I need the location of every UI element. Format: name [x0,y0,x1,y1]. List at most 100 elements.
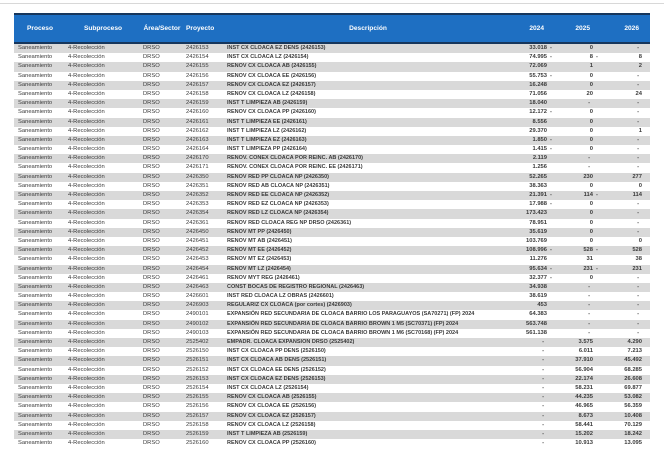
cell-2024: 55.753- [514,72,555,81]
cell-2024-value: - [542,412,544,419]
cell-2024-value: 78.951 [529,219,547,226]
cell-proyecto: 2526157 [186,412,209,419]
cell-proyecto: 2426352 [186,192,209,198]
cell-proceso: Saneamiento [18,339,53,345]
cell-subproceso: 4-Recolección [68,412,105,419]
cell-2024: 103.769 [514,237,555,246]
cell-2025-value: 0 [589,109,593,116]
cell-2025-negative-sign [593,163,601,172]
cell-2025-negative-sign [593,292,601,301]
cell-2024: 78.951 [514,219,555,228]
column-header-2024: 2024 [529,25,544,32]
cell-area-sector: DRSO [143,63,160,70]
cell-2026-negative-sign [642,90,650,99]
cell-2026: - [601,228,650,237]
cell-descripcion: RENOV CX CLOACA EZ (2526157) [227,412,316,419]
cell-subproceso: 4-Recolección [68,384,105,391]
table-row: Saneamiento 4-Recolección DRSO 2426454 RENOV… [14,264,650,274]
cell-2026: 18.242 [601,430,650,439]
cell-area-sector: DRSO [143,357,160,364]
cell-2026: 114 [601,191,650,200]
cell-2026-value: - [637,311,639,318]
cell-2026-value: 38 [635,256,642,263]
cell-proceso: Saneamiento [18,256,53,263]
cell-2025-value: 22.174 [575,375,593,382]
table-row: Saneamiento 4-Recolección DRSO 2526155 RENOV… [14,393,650,403]
cell-2025: - [555,329,601,338]
cell-2026: 68.285 [601,366,650,375]
cell-2024-value: - [542,375,544,382]
cell-2024-negative-sign [547,283,555,292]
cell-area-sector: DRSO [143,375,160,382]
cell-area-sector: DRSO [143,311,160,318]
cell-2026-negative-sign [642,292,650,301]
cell-2026: 1 [601,127,650,136]
cell-proceso: Saneamiento [18,219,53,226]
cell-2025: - [555,310,601,319]
cell-2026: - [601,200,650,209]
cell-2026: 24 [601,90,650,99]
cell-2026-value: 2 [638,63,642,70]
cell-proceso: Saneamiento [18,90,53,97]
cell-2025-value: - [588,100,590,107]
cell-descripcion: RENOV RED CLOACA REG NP DRSO (2426361) [227,219,352,226]
cell-2024-negative-sign [547,412,555,421]
cell-2024-value: 38.619 [529,293,547,300]
table-row: Saneamiento 4-Recolección DRSO 2426171 RENOV… [14,163,650,173]
table-row: Saneamiento 4-Recolección DRSO 2426453 RENOV… [14,255,650,265]
cell-2024-value: 21.391 [529,192,547,198]
cell-2025: - [555,163,601,172]
cell-2025: - [555,292,601,301]
cell-area-sector: DRSO [143,421,160,428]
cell-2024-value: 8.556 [532,118,547,125]
cell-2024-value: 103.769 [526,237,547,244]
cell-2026-negative-sign [642,310,650,319]
table-row: Saneamiento 4-Recolección DRSO 2426353 RENOV… [14,200,650,210]
cell-2024-value: 12.172 [529,109,547,116]
cell-2025: 0 [555,72,601,81]
cell-2026-value: 0 [638,237,642,244]
cell-2026-negative-sign [642,154,650,163]
cell-2024: 64.383 [514,310,555,319]
cell-2024-negative-sign [547,421,555,430]
cell-2026: - [601,283,650,292]
cell-2025-negative-sign: - [596,192,598,198]
cell-proceso: Saneamiento [18,247,53,254]
table-row: Saneamiento 4-Recolección DRSO 2525402 EMPAD… [14,338,650,348]
cell-2024: - [514,347,555,356]
cell-2026-negative-sign [642,421,650,430]
cell-2024-value: 33.018 [529,45,547,51]
cell-proceso: Saneamiento [18,412,53,419]
cell-2026-negative-sign [642,366,650,375]
cell-2026: - [601,292,650,301]
cell-2025: 0 [555,200,601,209]
cell-2024-negative-sign: - [550,274,552,281]
cell-2024-negative-sign [547,163,555,172]
cell-2024: 95.634- [514,265,555,274]
cell-proceso: Saneamiento [18,357,53,364]
cell-2026: 231 [601,265,650,274]
cell-subproceso: 4-Recolección [68,100,105,107]
cell-2024-negative-sign [547,366,555,375]
cell-2025-negative-sign [593,384,601,393]
cell-2025-negative-sign [593,421,601,430]
cell-subproceso: 4-Recolección [68,375,105,382]
cell-2025-value: 0 [589,274,593,281]
table-row: Saneamiento 4-Recolección DRSO 2526156 RENOV… [14,402,650,412]
cell-descripcion: RENOV MT EZ (2426453) [227,256,292,263]
cell-2025: 8.673 [555,412,601,421]
cell-subproceso: 4-Recolección [68,45,105,51]
cell-area-sector: DRSO [143,192,160,198]
cell-proyecto: 2426354 [186,210,209,217]
cell-proceso: Saneamiento [18,146,53,153]
cell-area-sector: DRSO [143,127,160,134]
cell-2026-value: - [637,302,639,309]
cell-2026: - [601,219,650,228]
cell-proceso: Saneamiento [18,228,53,235]
cell-2026-value: - [637,210,639,217]
cell-2025-negative-sign [593,81,601,90]
cell-area-sector: DRSO [143,118,160,125]
cell-area-sector: DRSO [143,412,160,419]
cell-2024-value: - [542,403,544,410]
table-row: Saneamiento 4-Recolección DRSO 2426157 RENOV… [14,80,650,90]
